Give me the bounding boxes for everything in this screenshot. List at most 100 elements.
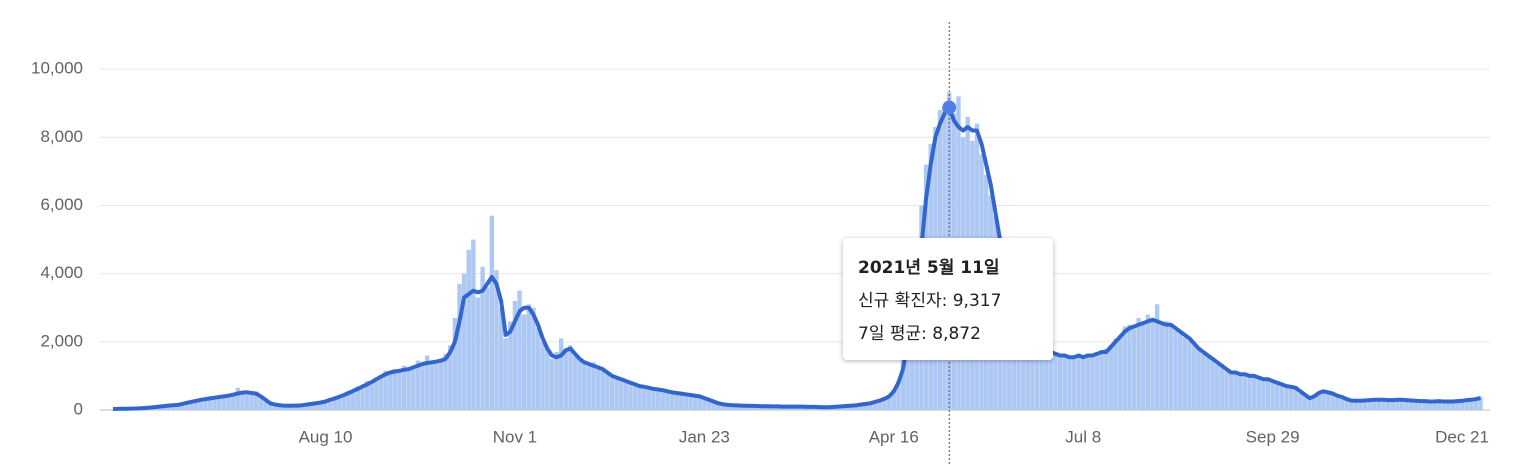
bar	[434, 362, 439, 410]
bar	[1445, 401, 1451, 410]
bar	[619, 381, 624, 410]
bar	[503, 338, 508, 410]
tooltip-line: 7일 평균: 8,872	[858, 324, 981, 344]
y-tick-label: 10,000	[31, 59, 83, 78]
bar	[651, 389, 656, 410]
bar	[452, 317, 458, 410]
y-tick-label: 2,000	[40, 331, 83, 350]
bar	[1011, 317, 1017, 410]
bar	[198, 399, 203, 410]
bar	[457, 283, 462, 410]
bar	[1307, 398, 1312, 410]
bar	[244, 390, 250, 410]
bar	[1238, 372, 1243, 410]
line	[112, 105, 1481, 411]
bar	[203, 399, 208, 410]
bar	[401, 365, 407, 410]
bar	[1385, 399, 1391, 410]
bar	[346, 390, 351, 410]
bar	[743, 405, 749, 410]
bar	[1302, 395, 1308, 410]
bar	[725, 405, 730, 410]
bar	[1242, 375, 1248, 410]
y-tick-label: 4,000	[40, 263, 83, 282]
bar	[1201, 353, 1206, 410]
bar	[868, 402, 873, 410]
bar	[466, 249, 471, 410]
bar	[554, 352, 559, 410]
bar	[1154, 304, 1160, 410]
bar	[480, 266, 485, 410]
bar	[886, 394, 892, 410]
bar	[1182, 336, 1188, 410]
bar	[1367, 399, 1372, 410]
bar	[891, 389, 896, 410]
bar	[1321, 390, 1326, 410]
bar	[586, 365, 592, 410]
bar	[568, 345, 573, 410]
bar	[175, 404, 180, 410]
bar	[212, 398, 217, 410]
bar	[1090, 357, 1095, 410]
hover-point	[942, 100, 957, 115]
bar	[360, 388, 365, 410]
bar	[1173, 329, 1178, 410]
bar	[1469, 399, 1474, 410]
bar	[378, 377, 384, 410]
bar	[1298, 392, 1303, 410]
y-tick-label: 8,000	[40, 127, 83, 146]
bar	[1335, 396, 1340, 410]
bar	[582, 360, 587, 410]
bar	[729, 404, 735, 410]
bar	[526, 304, 531, 410]
bar	[1312, 395, 1317, 410]
bar	[1404, 399, 1409, 410]
bar	[900, 358, 906, 410]
bar	[628, 381, 633, 410]
bar	[230, 395, 236, 410]
bar	[508, 321, 513, 410]
bar	[1418, 401, 1423, 410]
bar	[1275, 381, 1280, 410]
bar	[429, 363, 434, 410]
bar	[355, 386, 361, 410]
bar	[1150, 317, 1155, 410]
bar	[1478, 396, 1483, 410]
bar	[309, 404, 314, 410]
bar	[1256, 375, 1261, 410]
bar	[1344, 399, 1349, 410]
bar	[1113, 338, 1118, 410]
bar	[1062, 357, 1067, 410]
bar	[438, 358, 444, 410]
bar	[1117, 335, 1123, 410]
bar	[1455, 401, 1460, 410]
bar	[1108, 345, 1114, 410]
bar	[1085, 353, 1091, 410]
bar	[558, 338, 564, 410]
bar	[494, 270, 499, 410]
bar	[1261, 381, 1266, 410]
bar	[411, 367, 416, 410]
bar	[323, 400, 328, 410]
bar	[1399, 400, 1405, 410]
bar	[1358, 400, 1363, 410]
bar	[549, 358, 555, 410]
x-tick-label: Dec 21	[1435, 427, 1489, 446]
bar	[739, 405, 744, 410]
bar	[720, 404, 726, 410]
bar	[1071, 358, 1077, 410]
bar	[110, 409, 116, 410]
bar	[1187, 340, 1192, 410]
bar	[1210, 357, 1215, 410]
x-tick-label: Aug 10	[299, 427, 353, 446]
bar	[1325, 392, 1331, 410]
bar	[1288, 387, 1294, 410]
bar	[882, 399, 887, 410]
bar	[1293, 386, 1298, 410]
bar	[591, 362, 596, 410]
bar	[397, 372, 402, 410]
bar	[1178, 333, 1183, 410]
bar	[716, 403, 721, 410]
bar	[461, 273, 467, 410]
bar	[1076, 353, 1081, 410]
